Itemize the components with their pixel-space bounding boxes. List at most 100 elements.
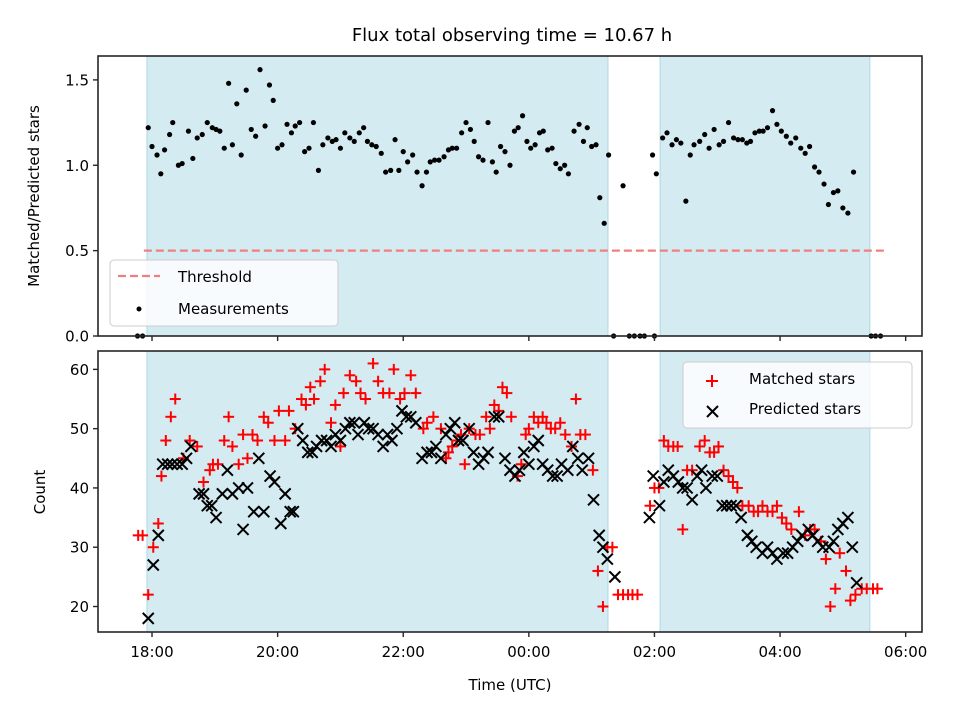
measurement-point	[545, 147, 551, 153]
measurement-point	[467, 126, 474, 133]
matched-star-point	[820, 553, 832, 565]
measurement-point	[369, 142, 375, 148]
predicted-star-point	[420, 446, 434, 459]
measurement-point	[764, 125, 771, 131]
measurement-point	[270, 97, 276, 103]
measurement-point	[396, 167, 402, 173]
matched-star-point	[398, 387, 410, 399]
predicted-star-point	[263, 469, 277, 483]
predicted-star-point	[216, 487, 229, 501]
measurement-point	[449, 145, 455, 151]
measurement-point	[234, 101, 240, 107]
x-tick-label: 06:00	[884, 643, 927, 661]
matched-star-point	[731, 482, 743, 494]
measurement-point	[519, 113, 526, 119]
matched-star-point	[442, 446, 454, 458]
matched-star-point	[160, 435, 172, 447]
matched-star-point	[488, 399, 500, 411]
matched-star-point	[771, 500, 783, 512]
measurement-point	[166, 131, 173, 138]
predicted-star-point	[257, 505, 271, 518]
predicted-star-point	[513, 463, 526, 477]
measurement-point	[315, 167, 322, 173]
matched-star-point	[537, 411, 549, 423]
top-y-ticks: 0.0 0.5 1.0 1.5	[65, 71, 98, 346]
measurement-point	[419, 183, 425, 189]
measurement-point	[337, 145, 344, 151]
matched-star-point	[155, 470, 167, 482]
legend-threshold-label: Threshold	[177, 268, 252, 286]
measurement-point	[664, 130, 670, 136]
matched-star-point	[169, 393, 181, 405]
predicted-star-point	[205, 499, 218, 512]
matched-star-point	[268, 435, 280, 447]
measurement-point	[565, 171, 572, 177]
predicted-star-point	[184, 440, 198, 453]
matched-star-point	[446, 440, 458, 452]
matched-star-point	[283, 405, 295, 417]
y-tick-label: 40	[70, 479, 89, 497]
measurement-point	[485, 119, 491, 126]
predicted-star-point	[381, 428, 394, 441]
measurement-point	[660, 135, 666, 141]
y-tick-label: 0.5	[65, 242, 89, 260]
measurement-point	[507, 162, 513, 168]
predicted-star-point	[152, 529, 165, 542]
matched-star-point	[295, 393, 307, 405]
matched-star-point	[474, 429, 486, 441]
predicted-star-point	[643, 511, 656, 524]
predicted-star-point	[498, 452, 512, 465]
measurement-point	[333, 137, 339, 143]
measurement-point	[502, 149, 508, 155]
predicted-star-point	[434, 452, 448, 465]
matched-star-point	[743, 500, 755, 512]
predicted-star-point	[147, 558, 160, 572]
shaded-span	[659, 55, 871, 337]
predicted-star-point	[550, 469, 564, 483]
predicted-star-point	[409, 416, 422, 429]
measurement-point	[302, 149, 308, 155]
measurement-point	[475, 154, 482, 160]
x-tick-label: 02:00	[633, 643, 676, 661]
measurement-point	[697, 138, 703, 144]
predicted-star-point	[477, 452, 490, 465]
measurement-point	[725, 119, 732, 126]
matched-star-point	[142, 589, 154, 601]
predicted-star-point	[232, 481, 245, 495]
x-tick-label: 20:00	[256, 643, 299, 661]
measurement-point	[793, 135, 799, 141]
matched-star-point	[223, 411, 235, 423]
measurement-point	[257, 67, 263, 73]
predicted-star-point	[351, 428, 365, 441]
matched-star-point	[570, 393, 582, 405]
predicted-star-point	[608, 570, 622, 584]
measurement-point	[342, 130, 348, 136]
bottom-y-ticks: 20 30 40 50 60	[70, 361, 98, 616]
matched-star-point	[410, 387, 422, 399]
measurement-point	[463, 119, 469, 126]
predicted-star-point	[571, 452, 585, 465]
top-x-ticks	[151, 336, 907, 341]
measurement-point	[423, 169, 430, 175]
measurement-point	[325, 135, 331, 141]
bottom-legend: Matched stars Predicted stars	[682, 361, 913, 429]
predicted-star-point	[653, 499, 666, 512]
predicted-star-point	[467, 446, 480, 459]
measurement-point	[262, 123, 268, 129]
predicted-star-point	[827, 535, 840, 548]
predicted-star-point	[582, 452, 595, 465]
measurement-point	[179, 160, 185, 167]
predicted-star-point	[385, 434, 399, 447]
matched-star-point	[165, 411, 177, 423]
predicted-star-point	[657, 475, 671, 489]
measurement-point	[454, 145, 460, 151]
measurement-point	[620, 183, 626, 189]
predicted-star-point	[517, 446, 531, 459]
predicted-star-point	[221, 463, 234, 477]
matched-star-point	[871, 583, 883, 595]
measurement-point	[414, 169, 420, 175]
y-tick-label: 50	[70, 420, 89, 438]
matched-star-point	[241, 452, 253, 464]
measurement-point	[170, 119, 176, 126]
measurement-point	[557, 166, 563, 172]
